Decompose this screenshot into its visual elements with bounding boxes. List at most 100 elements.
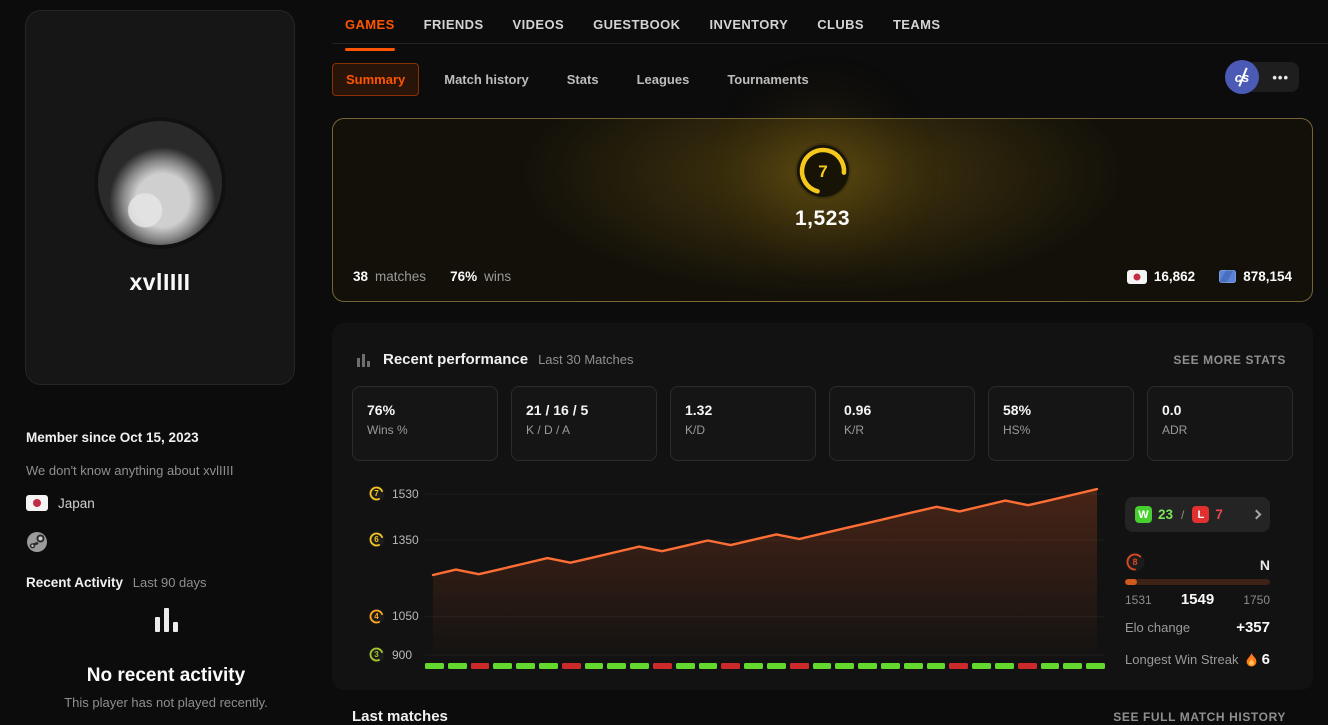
match-result-tick-win [972,663,991,669]
country-row: Japan [26,495,306,511]
subnav-tab-match-history[interactable]: Match history [444,72,529,87]
stat-cards-row: 76% Wins % 21 / 16 / 5 K / D / A 1.32 K/D 0.96… [352,386,1293,461]
activity-chart-icon [26,608,306,637]
see-more-stats-link[interactable]: SEE MORE STATS [1173,352,1286,367]
matches-label: matches [375,269,427,284]
nav-tab-inventory[interactable]: INVENTORY [709,17,789,32]
ranking-stats: 16,862 878,154 [1126,269,1292,284]
match-result-tick-loss [949,663,969,669]
country-rank-flag-icon [1126,269,1147,284]
nav-tab-videos[interactable]: VIDEOS [512,17,565,32]
world-ranking-icon [1219,270,1237,283]
profile-card: xvlIIII [25,10,295,385]
profile-sidebar: xvlIIII Member since Oct 15, 2023 We don… [0,0,332,725]
subnav-tab-summary[interactable]: Summary [332,63,420,96]
nav-divider [332,43,1328,44]
subnav-tab-stats[interactable]: Stats [566,72,599,87]
banner-stats-row: 38 matches 76% wins 16,862 878,154 [353,269,1292,284]
win-loss-pill[interactable]: W 23 / L 7 [1125,497,1270,532]
stat-label: K/R [844,423,865,437]
chevron-right-icon[interactable] [1251,509,1262,520]
axis-elo-value: 1050 [392,609,419,624]
chart-axis-label-level-7: 7 1530 [368,485,419,502]
match-result-tick-win [744,663,763,669]
svg-text:7: 7 [374,489,379,498]
chart-axis-label-level-3: 3 900 [368,646,412,663]
match-result-tick-win [538,663,558,669]
main-content: GAMES FRIENDS VIDEOS GUESTBOOK INVENTORY CLUB… [332,0,1328,725]
match-result-tick-win [1063,663,1083,669]
last-matches-header: Last matches SEE FULL MATCH HISTORY [352,708,1286,725]
svg-text:6: 6 [374,535,379,544]
level-gauge-icon: 7 [796,145,849,197]
country-rank-value: 16,862 [1153,269,1196,284]
game-controls: cs ••• [1225,60,1299,94]
game-subnav: Summary Match history Stats Leagues Tourname… [332,63,822,96]
no-activity-title: No recent activity [86,665,246,686]
subnav-tab-leagues[interactable]: Leagues [636,72,690,87]
elo-change-value: +357 [1236,619,1270,636]
win-count: 23 [1158,507,1174,522]
current-elo: 1549 [1180,591,1215,608]
elo-range-row: 1531 1549 1750 [1125,591,1270,608]
axis-elo-value: 900 [392,647,413,662]
chart-axis-label-level-4: 4 1050 [368,608,419,625]
chart-axis-label-level-6: 6 1350 [368,531,419,548]
stat-label: K / D / A [526,423,571,437]
elo-progress-fill [1125,579,1137,585]
match-result-tick-win [766,663,786,669]
stat-label: HS% [1003,423,1031,437]
cs2-game-badge[interactable]: cs [1225,60,1259,94]
nav-tab-teams[interactable]: TEAMS [892,17,941,32]
nav-tab-clubs[interactable]: CLUBS [817,17,864,32]
stat-value: 0.0 [1162,402,1182,418]
match-result-tick-win [903,663,923,669]
stat-value: 1.32 [685,402,713,418]
loss-badge: L [1192,506,1210,523]
nav-tab-guestbook[interactable]: GUESTBOOK [593,17,681,32]
recent-activity-title: Recent Activity [26,575,124,590]
range-low: 1531 [1125,593,1152,607]
loss-count: 7 [1215,507,1223,522]
avatar[interactable] [98,121,222,245]
matches-wins-stats: 38 matches 76% wins [353,269,511,284]
match-result-tick-win [1040,663,1060,669]
match-result-tick-win [607,663,627,669]
axis-elo-value: 1530 [392,486,419,501]
stat-value: 21 / 16 / 5 [526,402,589,418]
performance-subtitle: Last 30 Matches [538,352,634,367]
flame-icon [1246,652,1257,666]
match-result-tick-win [425,663,444,669]
matches-count: 38 [353,269,369,284]
match-result-ticks [425,663,1105,669]
see-full-match-history-link[interactable]: SEE FULL MATCH HISTORY [1113,709,1286,724]
profile-nav: GAMES FRIENDS VIDEOS GUESTBOOK INVENTORY CLUB… [345,17,941,51]
match-result-tick-loss [470,663,490,669]
steam-link[interactable] [26,531,306,558]
win-badge: W [1135,506,1152,523]
recent-performance-section: Recent performance Last 30 Matches SEE M… [332,323,1313,690]
svg-text:3: 3 [374,650,379,659]
subnav-tab-tournaments[interactable]: Tournaments [727,72,809,87]
elo-change-row: Elo change +357 [1125,619,1270,636]
match-result-tick-win [630,663,649,669]
stat-card-wins-: 76% Wins % [352,386,498,461]
match-result-tick-win [880,663,900,669]
match-result-tick-loss [789,663,809,669]
skill-level-badge: 7 [795,143,851,199]
country-label: Japan [58,495,95,511]
stat-label: ADR [1162,423,1188,437]
match-result-tick-loss [561,663,581,669]
stat-card-hs-: 58% HS% [988,386,1134,461]
match-result-tick-win [516,663,535,669]
member-since-label: Member since Oct 15, 2023 [26,430,199,445]
world-rank-value: 878,154 [1243,269,1292,284]
stat-value: 58% [1003,402,1032,418]
stat-card-k-d: 1.32 K/D [670,386,816,461]
current-level-gauge-icon: 8 [1125,552,1145,577]
steam-icon[interactable] [26,531,48,553]
match-result-tick-win [675,663,695,669]
nav-tab-friends[interactable]: FRIENDS [423,17,484,32]
elo-change-label: Elo change [1125,620,1191,635]
nav-tab-games[interactable]: GAMES [345,17,395,51]
